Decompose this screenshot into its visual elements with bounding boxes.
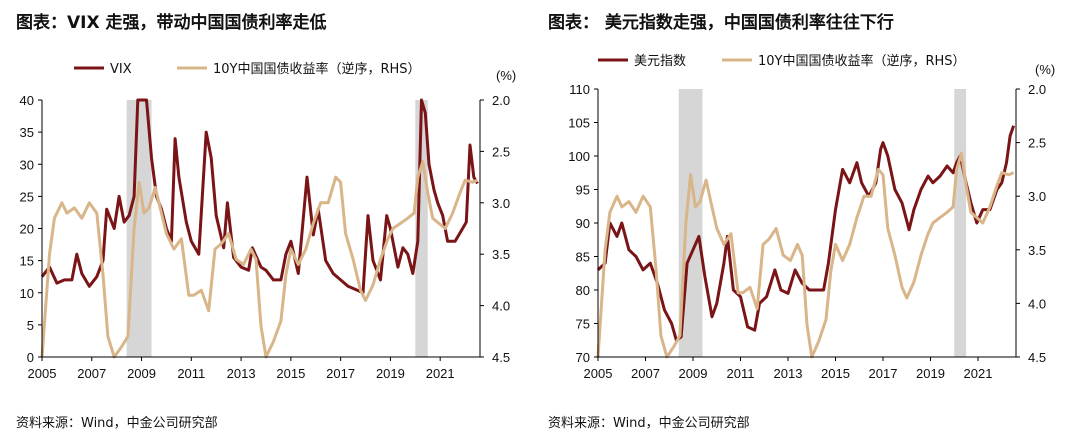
x-tick-label: 2021 <box>426 366 455 381</box>
x-tick-label: 2005 <box>28 366 57 381</box>
y-tick-label: 25 <box>20 189 34 204</box>
y2-tick-label: 3.0 <box>1028 189 1046 204</box>
legend-label: 10Y中国国债收益率（逆序，RHS） <box>758 53 966 69</box>
legend-label: VIX <box>110 62 132 77</box>
y-tick-label: 75 <box>576 317 590 332</box>
chart-plot: 70 75 80 85 90 95 100 105 110 2.0 2.5 3.0 3.5 4.0 4.5 (… <box>568 53 1055 381</box>
x-tick-label: 2009 <box>127 366 156 381</box>
chart-title: 图表： 美元指数走强，中国国债利率往往下行 <box>548 13 894 33</box>
y2-tick-label: 4.0 <box>1028 296 1046 311</box>
y2-tick-label: 4.5 <box>1028 350 1046 365</box>
y-tick-label: 70 <box>576 350 590 365</box>
series-line-yield <box>596 151 1015 359</box>
y-tick-label: 15 <box>20 254 34 269</box>
y2-tick-label: 4.5 <box>492 350 510 365</box>
y-tick-label: 30 <box>20 157 34 172</box>
x-tick-label: 2021 <box>964 366 993 381</box>
y2-tick-label: 3.5 <box>492 247 510 262</box>
chart-title: 图表：VIX 走强，带动中国国债利率走低 <box>16 13 327 33</box>
y2-unit-label: (%) <box>1035 62 1055 77</box>
y-tick-label: 85 <box>576 250 590 265</box>
y2-tick-label: 2.5 <box>1028 136 1046 151</box>
y2-unit-label: (%) <box>496 68 516 83</box>
y-tick-label: 105 <box>568 116 590 131</box>
series-line-primary <box>596 125 1016 342</box>
x-tick-label: 2019 <box>376 366 405 381</box>
y2-tick-label: 3.0 <box>492 196 510 211</box>
x-tick-label: 2017 <box>869 366 898 381</box>
y-tick-label: 20 <box>20 222 34 237</box>
y-tick-label: 80 <box>576 283 590 298</box>
recession-shading <box>126 100 152 357</box>
legend-label: 10Y中国国债收益率（逆序，RHS） <box>213 61 421 77</box>
x-tick-label: 2015 <box>821 366 850 381</box>
x-tick-label: 2009 <box>679 366 708 381</box>
y-tick-label: 100 <box>568 149 590 164</box>
chart-source: 资料来源：Wind，中金公司研究部 <box>548 416 750 431</box>
y-tick-label: 110 <box>569 82 590 97</box>
x-tick-label: 2011 <box>177 366 205 381</box>
series-line-yield <box>40 160 479 359</box>
y-tick-label: 95 <box>576 183 590 198</box>
x-tick-label: 2007 <box>631 366 660 381</box>
series-line-primary <box>40 98 479 295</box>
recession-shading <box>954 89 967 357</box>
y-tick-label: 90 <box>576 216 590 231</box>
x-tick-label: 2013 <box>227 366 256 381</box>
x-tick-label: 2013 <box>774 366 803 381</box>
y-tick-label: 40 <box>20 93 34 108</box>
y2-tick-label: 2.5 <box>492 144 510 159</box>
y2-tick-label: 4.0 <box>492 299 510 314</box>
x-tick-label: 2005 <box>584 366 613 381</box>
x-tick-label: 2017 <box>326 366 355 381</box>
y-tick-label: 0 <box>27 350 34 365</box>
y2-tick-label: 2.0 <box>492 93 510 108</box>
y2-tick-label: 3.5 <box>1028 243 1046 258</box>
x-tick-label: 2019 <box>916 366 945 381</box>
y-tick-label: 10 <box>20 286 34 301</box>
y-tick-label: 5 <box>27 318 34 333</box>
chart-source: 资料来源：Wind，中金公司研究部 <box>16 416 218 431</box>
x-tick-label: 2015 <box>276 366 305 381</box>
x-tick-label: 2011 <box>727 366 755 381</box>
y2-tick-label: 2.0 <box>1028 82 1046 97</box>
legend-label: 美元指数 <box>634 54 686 69</box>
y-tick-label: 35 <box>20 125 34 140</box>
chart-panel-dxy: 图表： 美元指数走强，中国国债利率往往下行 70 75 80 85 90 95 100 105… <box>540 0 1080 436</box>
chart-plot: 0 5 10 15 20 25 30 35 40 2.0 2.5 3.0 3.5 4.0 4.5 (%) 200… <box>20 61 517 381</box>
chart-panel-vix: 图表：VIX 走强，带动中国国债利率走低 0 5 10 15 20 25 30 35 40 2.0… <box>16 13 517 431</box>
x-tick-label: 2007 <box>77 366 106 381</box>
